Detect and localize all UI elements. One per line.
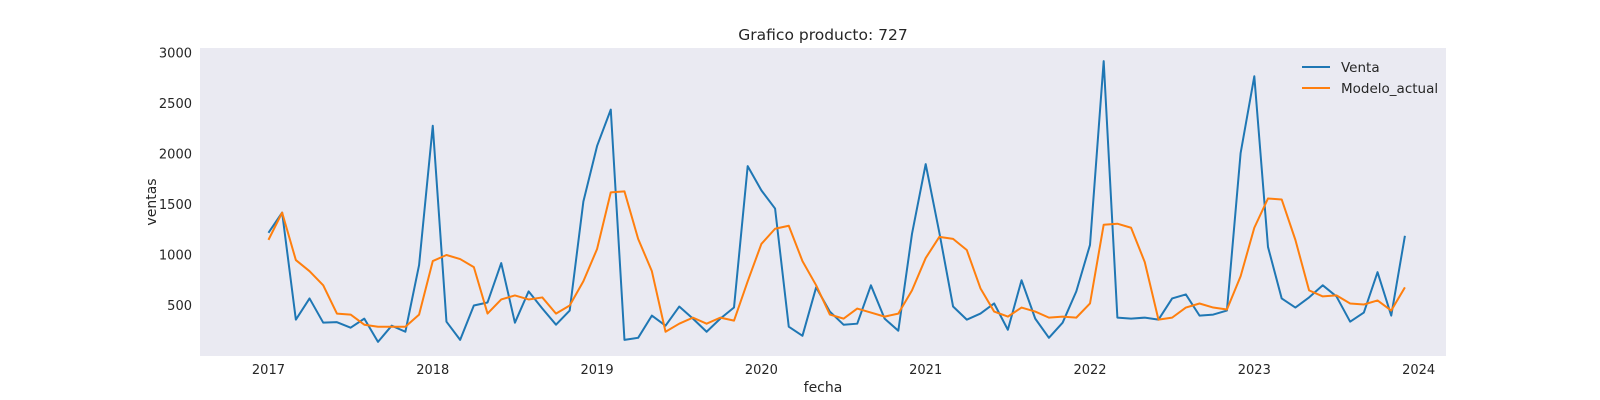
legend: Venta Modelo_actual — [1302, 60, 1438, 97]
x-tick-label: 2023 — [1238, 363, 1271, 378]
legend-label-modelo-actual: Modelo_actual — [1341, 81, 1438, 97]
y-tick-label: 1500 — [159, 198, 192, 213]
plot-area — [200, 48, 1446, 356]
series-lines — [267, 60, 1406, 343]
x-tick-label: 2018 — [416, 363, 449, 378]
y-tick-label: 1000 — [159, 249, 192, 264]
x-tick-label: 2022 — [1073, 363, 1106, 378]
x-axis: 2017 2018 2019 2020 2021 2022 2023 2024 — [252, 363, 1435, 378]
series-line-venta — [267, 60, 1406, 343]
x-axis-label: fecha — [804, 380, 843, 396]
x-tick-label: 2021 — [909, 363, 942, 378]
y-axis: 500 1000 1500 2000 2500 3000 — [159, 47, 192, 314]
y-tick-label: 3000 — [159, 47, 192, 62]
series-line-modelo-actual — [267, 190, 1406, 333]
chart-title: Grafico producto: 727 — [738, 26, 907, 44]
x-tick-label: 2019 — [581, 363, 614, 378]
x-tick-label: 2017 — [252, 363, 285, 378]
y-axis-label: ventas — [144, 178, 160, 225]
x-tick-label: 2024 — [1402, 363, 1435, 378]
y-tick-label: 2500 — [159, 97, 192, 112]
y-tick-label: 500 — [167, 299, 192, 314]
x-tick-label: 2020 — [745, 363, 778, 378]
y-tick-label: 2000 — [159, 148, 192, 163]
legend-label-venta: Venta — [1341, 60, 1380, 76]
